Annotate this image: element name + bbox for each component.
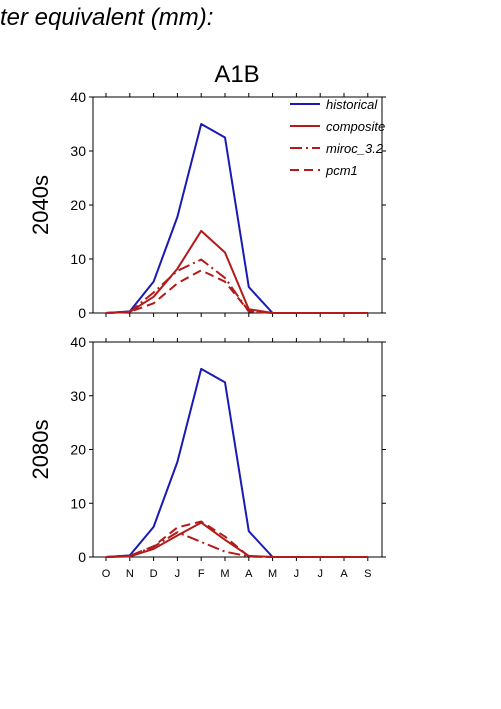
x-tick-label: S <box>364 568 371 580</box>
legend-label: miroc_3.2 <box>326 141 384 156</box>
y-tick-label: 40 <box>70 334 86 350</box>
x-tick-label: A <box>340 568 348 580</box>
y-tick-label: 30 <box>70 143 86 159</box>
panel-label: 2040s <box>28 175 53 235</box>
y-tick-label: 40 <box>70 89 86 105</box>
series-line-miroc_3.2 <box>105 258 368 314</box>
y-tick-label: 0 <box>78 549 86 565</box>
y-tick-label: 20 <box>70 197 86 213</box>
x-tick-label: F <box>198 568 205 580</box>
plot-frame <box>92 341 383 558</box>
y-tick-label: 20 <box>70 442 86 458</box>
header-text: ter equivalent (mm): <box>0 4 214 31</box>
series-line-composite <box>105 521 368 558</box>
series-line-composite <box>105 229 368 314</box>
y-tick-label: 10 <box>70 251 86 267</box>
legend-label: historical <box>326 97 378 112</box>
x-tick-label: A <box>245 568 253 580</box>
panel-label: 2080s <box>28 420 53 480</box>
legend-label: pcm1 <box>325 163 358 178</box>
series-line-pcm1 <box>105 269 368 314</box>
legend-label: composite <box>326 119 385 134</box>
scenario-title: A1B <box>214 61 259 88</box>
x-tick-label: J <box>294 568 300 580</box>
y-tick-label: 10 <box>70 495 86 511</box>
y-tick-label: 30 <box>70 388 86 404</box>
x-tick-label: D <box>150 568 158 580</box>
y-tick-label: 0 <box>78 305 86 321</box>
x-tick-label: O <box>102 568 111 580</box>
x-tick-label: N <box>126 568 134 580</box>
x-tick-label: M <box>220 568 229 580</box>
x-tick-label: J <box>317 568 323 580</box>
series-line-pcm1 <box>105 520 368 558</box>
x-tick-label: M <box>268 568 277 580</box>
x-tick-label: J <box>175 568 181 580</box>
series-line-historical <box>105 367 368 558</box>
